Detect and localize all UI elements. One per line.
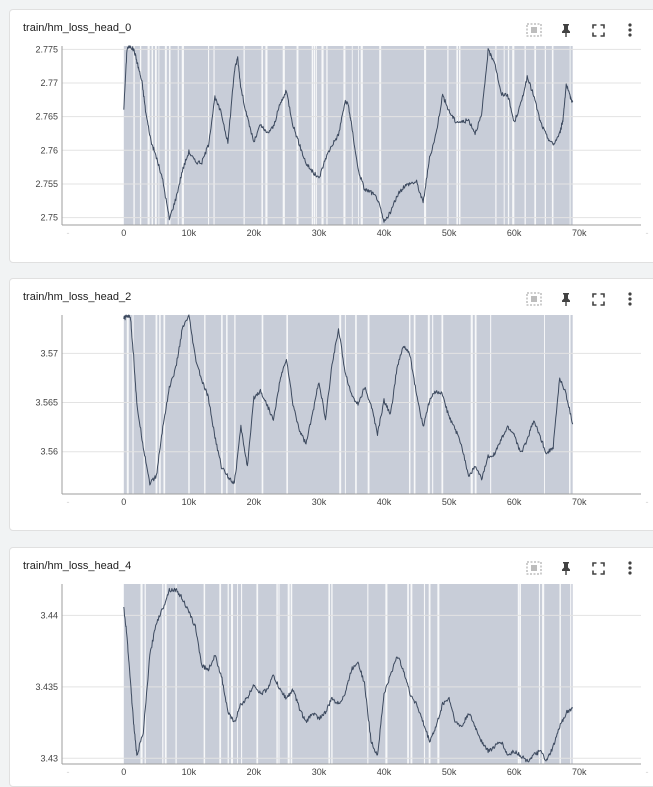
card-toolbar bbox=[518, 289, 646, 309]
data-selection-button[interactable] bbox=[518, 20, 550, 40]
pin-button[interactable] bbox=[550, 558, 582, 578]
more-vert-icon bbox=[628, 561, 632, 575]
chart-title: train/hm_loss_head_4 bbox=[23, 560, 132, 572]
pin-button[interactable] bbox=[550, 20, 582, 40]
fullscreen-button[interactable] bbox=[582, 558, 614, 578]
y-tick-label: 2.76 bbox=[40, 145, 58, 155]
x-tick-label: 30k bbox=[312, 767, 327, 777]
y-tick-label: 3.43 bbox=[40, 753, 58, 763]
x-tick-label-faint: - bbox=[67, 497, 70, 507]
pin-icon bbox=[562, 562, 570, 575]
more-vert-icon bbox=[628, 23, 632, 37]
card-toolbar bbox=[518, 20, 646, 40]
y-tick-label: 2.77 bbox=[40, 78, 58, 88]
x-tick-label: 20k bbox=[247, 228, 262, 238]
x-tick-label: 0 bbox=[121, 767, 126, 777]
x-tick-label: 10k bbox=[182, 497, 197, 507]
x-tick-label: 30k bbox=[312, 497, 327, 507]
minmax-band bbox=[123, 46, 573, 225]
more-vert-icon bbox=[628, 292, 632, 306]
minmax-band bbox=[123, 315, 573, 494]
more-options-button[interactable] bbox=[614, 558, 646, 578]
x-tick-label: 70k bbox=[572, 228, 587, 238]
card-toolbar bbox=[518, 558, 646, 578]
fullscreen-icon bbox=[591, 561, 605, 575]
line-chart: 3.43 3.435 3.44 0 10k 20k 30k 40k 50k 60k 70k - - bbox=[35, 584, 649, 777]
x-tick-label: 60k bbox=[507, 228, 522, 238]
pin-icon bbox=[562, 293, 570, 306]
chart-card-2: train/hm_loss_head_2 3.56 3.565 3.57 0 10k 20… bbox=[9, 278, 653, 531]
x-tick-label: 10k bbox=[182, 228, 197, 238]
y-tick-label: 2.775 bbox=[35, 44, 58, 54]
x-tick-label-faint: - bbox=[67, 228, 70, 238]
y-tick-label: 3.57 bbox=[40, 348, 58, 358]
y-tick-label: 3.56 bbox=[40, 447, 58, 457]
chart-title: train/hm_loss_head_0 bbox=[23, 22, 132, 34]
x-tick-label: 0 bbox=[121, 497, 126, 507]
x-tick-label-faint: - bbox=[646, 497, 649, 507]
x-tick-label: 20k bbox=[247, 767, 262, 777]
x-tick-label-faint: - bbox=[646, 228, 649, 238]
x-tick-label-faint: - bbox=[67, 767, 70, 777]
minmax-band bbox=[123, 584, 573, 764]
x-tick-label: 40k bbox=[377, 497, 392, 507]
line-chart: 2.75 2.755 2.76 2.765 2.77 2.775 0 10k 20k 30k 40k… bbox=[35, 44, 649, 238]
x-tick-label-faint: - bbox=[646, 767, 649, 777]
data-selection-button[interactable] bbox=[518, 558, 550, 578]
x-tick-label: 60k bbox=[507, 767, 522, 777]
y-tick-label: 3.565 bbox=[35, 398, 58, 408]
pin-button[interactable] bbox=[550, 289, 582, 309]
data-selection-icon bbox=[526, 561, 542, 575]
line-chart: 3.56 3.565 3.57 0 10k 20k 30k 40k 50k 60k 70k - - bbox=[35, 314, 649, 507]
series-line[interactable] bbox=[123, 45, 574, 223]
series-line[interactable] bbox=[123, 314, 574, 486]
x-tick-label: 50k bbox=[442, 228, 457, 238]
y-tick-label: 2.755 bbox=[35, 179, 58, 189]
chart-title: train/hm_loss_head_2 bbox=[23, 291, 132, 303]
series-line[interactable] bbox=[123, 587, 574, 763]
x-tick-label: 10k bbox=[182, 767, 197, 777]
data-selection-icon bbox=[526, 23, 542, 37]
more-options-button[interactable] bbox=[614, 20, 646, 40]
y-tick-label: 3.435 bbox=[35, 682, 58, 692]
x-tick-label: 40k bbox=[377, 767, 392, 777]
data-selection-icon bbox=[526, 292, 542, 306]
more-options-button[interactable] bbox=[614, 289, 646, 309]
y-tick-label: 3.44 bbox=[40, 610, 58, 620]
x-tick-label: 70k bbox=[572, 767, 587, 777]
fullscreen-button[interactable] bbox=[582, 289, 614, 309]
x-tick-label: 20k bbox=[247, 497, 262, 507]
x-tick-label: 60k bbox=[507, 497, 522, 507]
x-tick-label: 70k bbox=[572, 497, 587, 507]
x-tick-label: 30k bbox=[312, 228, 327, 238]
x-tick-label: 0 bbox=[121, 228, 126, 238]
y-tick-label: 2.765 bbox=[35, 112, 58, 122]
x-tick-label: 50k bbox=[442, 497, 457, 507]
x-tick-label: 50k bbox=[442, 767, 457, 777]
fullscreen-icon bbox=[591, 292, 605, 306]
x-tick-label: 40k bbox=[377, 228, 392, 238]
fullscreen-icon bbox=[591, 23, 605, 37]
pin-icon bbox=[562, 24, 570, 37]
data-selection-button[interactable] bbox=[518, 289, 550, 309]
chart-card-4: train/hm_loss_head_4 3.43 3.435 3.44 0 10k 20… bbox=[9, 547, 653, 787]
fullscreen-button[interactable] bbox=[582, 20, 614, 40]
y-tick-label: 2.75 bbox=[40, 213, 58, 223]
chart-card-0: train/hm_loss_head_0 2.75 2.755 2.76 2.765 2… bbox=[9, 9, 653, 263]
